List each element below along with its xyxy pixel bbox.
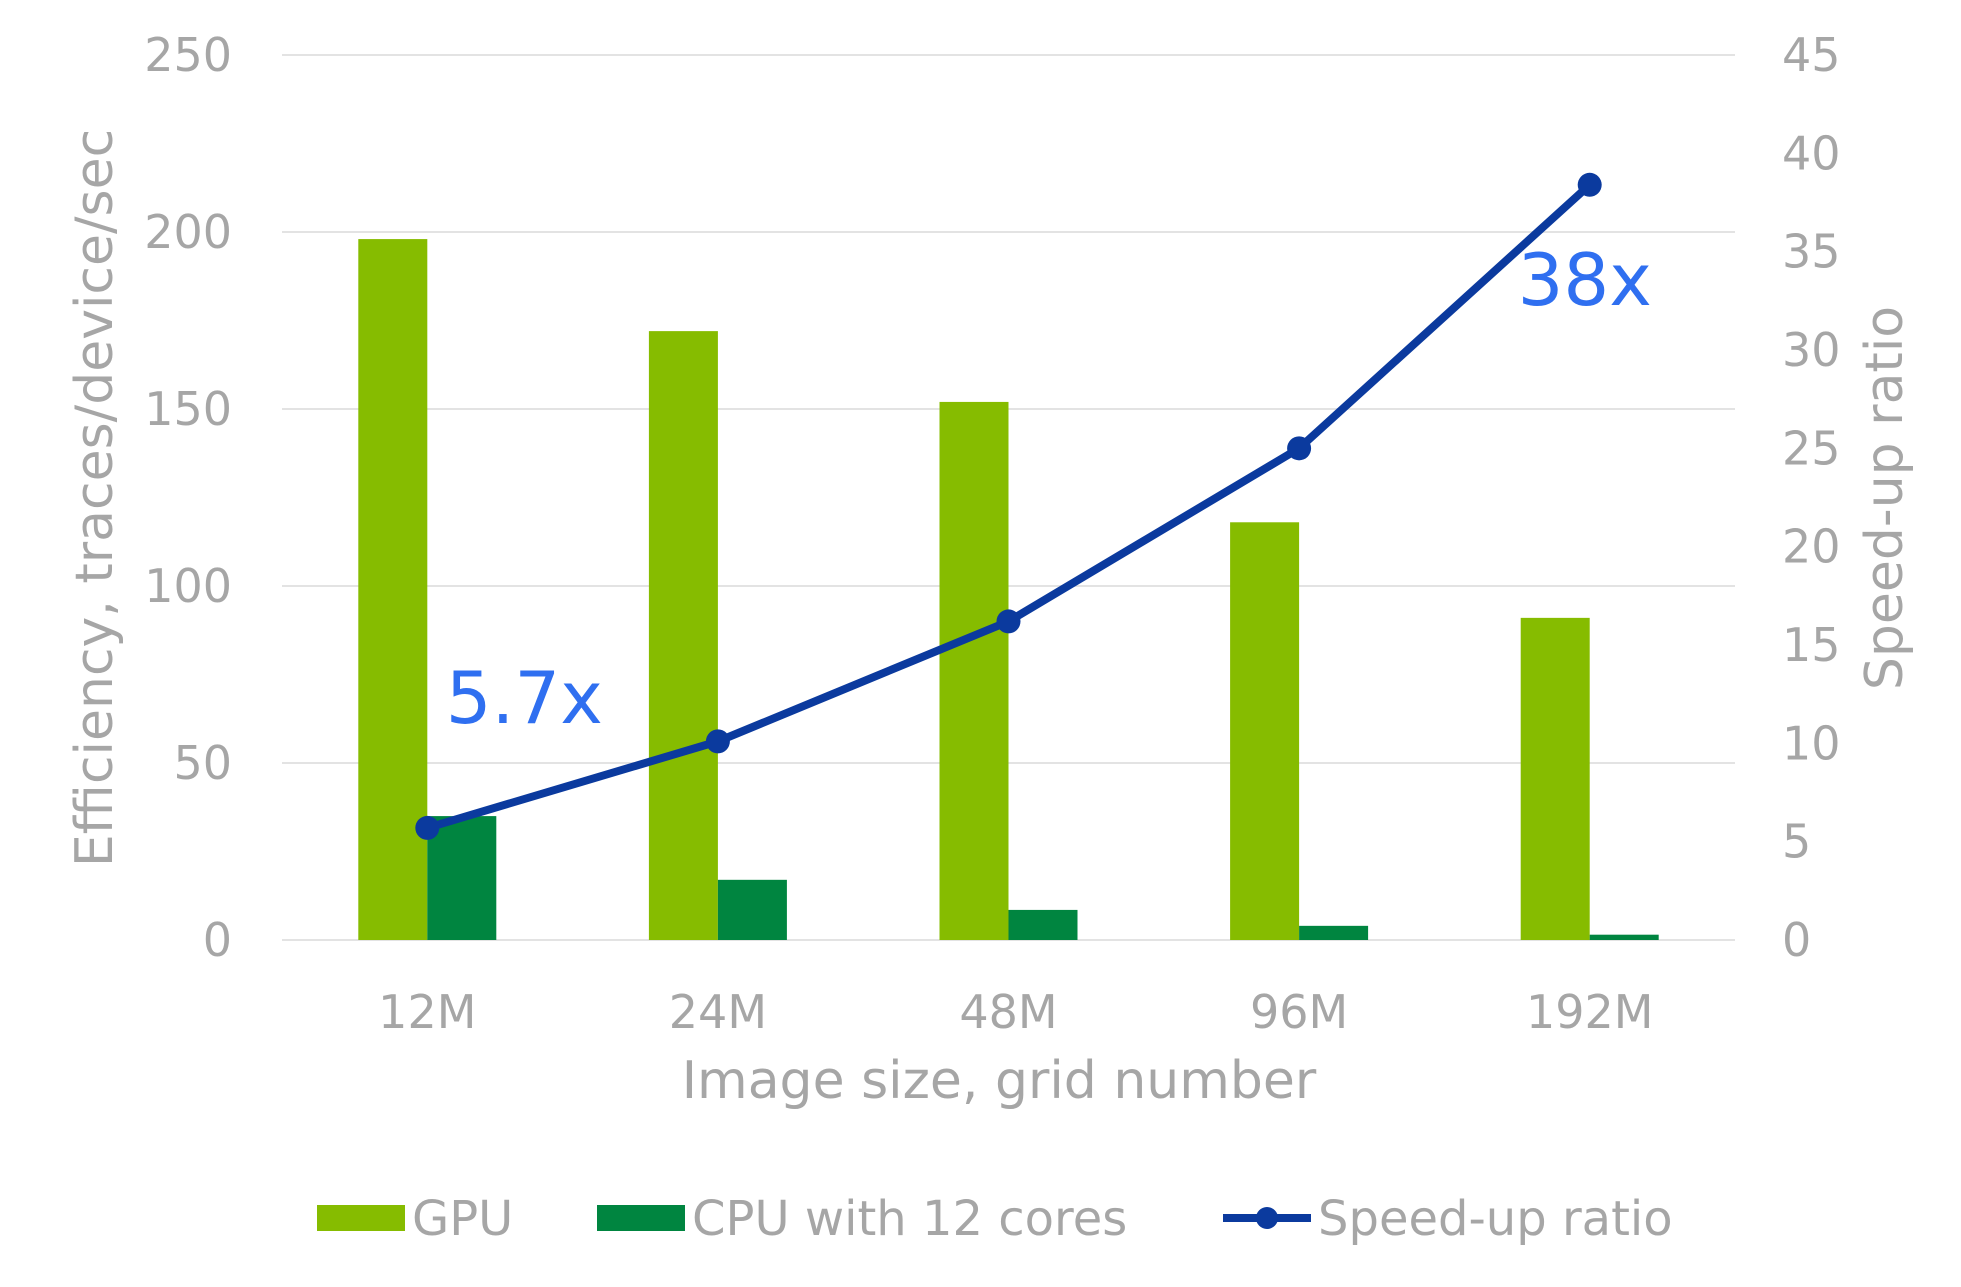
bar-gpu bbox=[939, 401, 1009, 940]
speedup-point bbox=[415, 815, 440, 840]
bar-cpu bbox=[717, 879, 787, 940]
x-tick-label: 192M bbox=[1526, 985, 1654, 1039]
y2-tick-label: 20 bbox=[1782, 520, 1841, 574]
y2-tick-label: 5 bbox=[1782, 815, 1811, 869]
legend-label-speedup: Speed-up ratio bbox=[1318, 1191, 1673, 1247]
y-tick-label: 200 bbox=[144, 205, 232, 259]
x-axis-title: Image size, grid number bbox=[682, 1051, 1317, 1111]
legend-label-gpu: GPU bbox=[412, 1191, 513, 1247]
speedup-line bbox=[415, 172, 1602, 840]
y-tick-label: 250 bbox=[144, 28, 232, 82]
bar-cpu bbox=[1589, 934, 1659, 940]
y2-tick-label: 0 bbox=[1782, 913, 1811, 967]
y2-tick-label: 40 bbox=[1782, 126, 1841, 180]
bars bbox=[358, 239, 1659, 940]
y2-tick-label: 15 bbox=[1782, 618, 1841, 672]
y-tick-label: 150 bbox=[144, 382, 232, 436]
annotation-label: 38x bbox=[1518, 238, 1652, 322]
x-tick-label: 12M bbox=[378, 985, 476, 1039]
tick-labels: 0 50 100 150 200 250 0 5 10 15 20 25 30 35 40 45 12M 24M 4… bbox=[144, 28, 1840, 1039]
speedup-point bbox=[705, 729, 730, 754]
x-tick-label: 24M bbox=[669, 985, 767, 1039]
annotation-label: 5.7x bbox=[446, 656, 603, 740]
y2-axis-title: Speed-up ratio bbox=[1855, 306, 1915, 690]
bar-cpu bbox=[1299, 925, 1369, 940]
y-tick-label: 50 bbox=[173, 736, 232, 790]
y2-tick-label: 35 bbox=[1782, 225, 1841, 279]
bar-cpu bbox=[427, 816, 497, 940]
legend-swatch-gpu bbox=[317, 1205, 405, 1231]
bar-gpu bbox=[1520, 617, 1590, 940]
legend: GPU CPU with 12 cores Speed-up ratio bbox=[317, 1191, 1673, 1247]
y2-tick-label: 25 bbox=[1782, 421, 1841, 475]
bar-cpu bbox=[1008, 909, 1078, 940]
annotations: 5.7x 38x bbox=[446, 238, 1652, 740]
legend-label-cpu: CPU with 12 cores bbox=[692, 1191, 1127, 1247]
y-axis-title: Efficiency, traces/device/sec bbox=[65, 129, 125, 867]
y2-tick-label: 10 bbox=[1782, 716, 1841, 770]
bar-gpu bbox=[1230, 522, 1300, 940]
x-tick-label: 48M bbox=[959, 985, 1057, 1039]
speedup-point bbox=[996, 609, 1021, 634]
y-tick-label: 0 bbox=[203, 913, 232, 967]
legend-swatch-cpu bbox=[597, 1205, 685, 1231]
y2-tick-label: 30 bbox=[1782, 323, 1841, 377]
y-tick-label: 100 bbox=[144, 559, 232, 613]
bar-gpu bbox=[358, 239, 428, 940]
x-tick-label: 96M bbox=[1250, 985, 1348, 1039]
legend-swatch-speedup-marker bbox=[1256, 1207, 1278, 1229]
bar-gpu bbox=[648, 331, 718, 940]
speedup-point bbox=[1287, 436, 1312, 461]
speedup-point bbox=[1577, 172, 1602, 197]
y2-tick-label: 45 bbox=[1782, 28, 1841, 82]
